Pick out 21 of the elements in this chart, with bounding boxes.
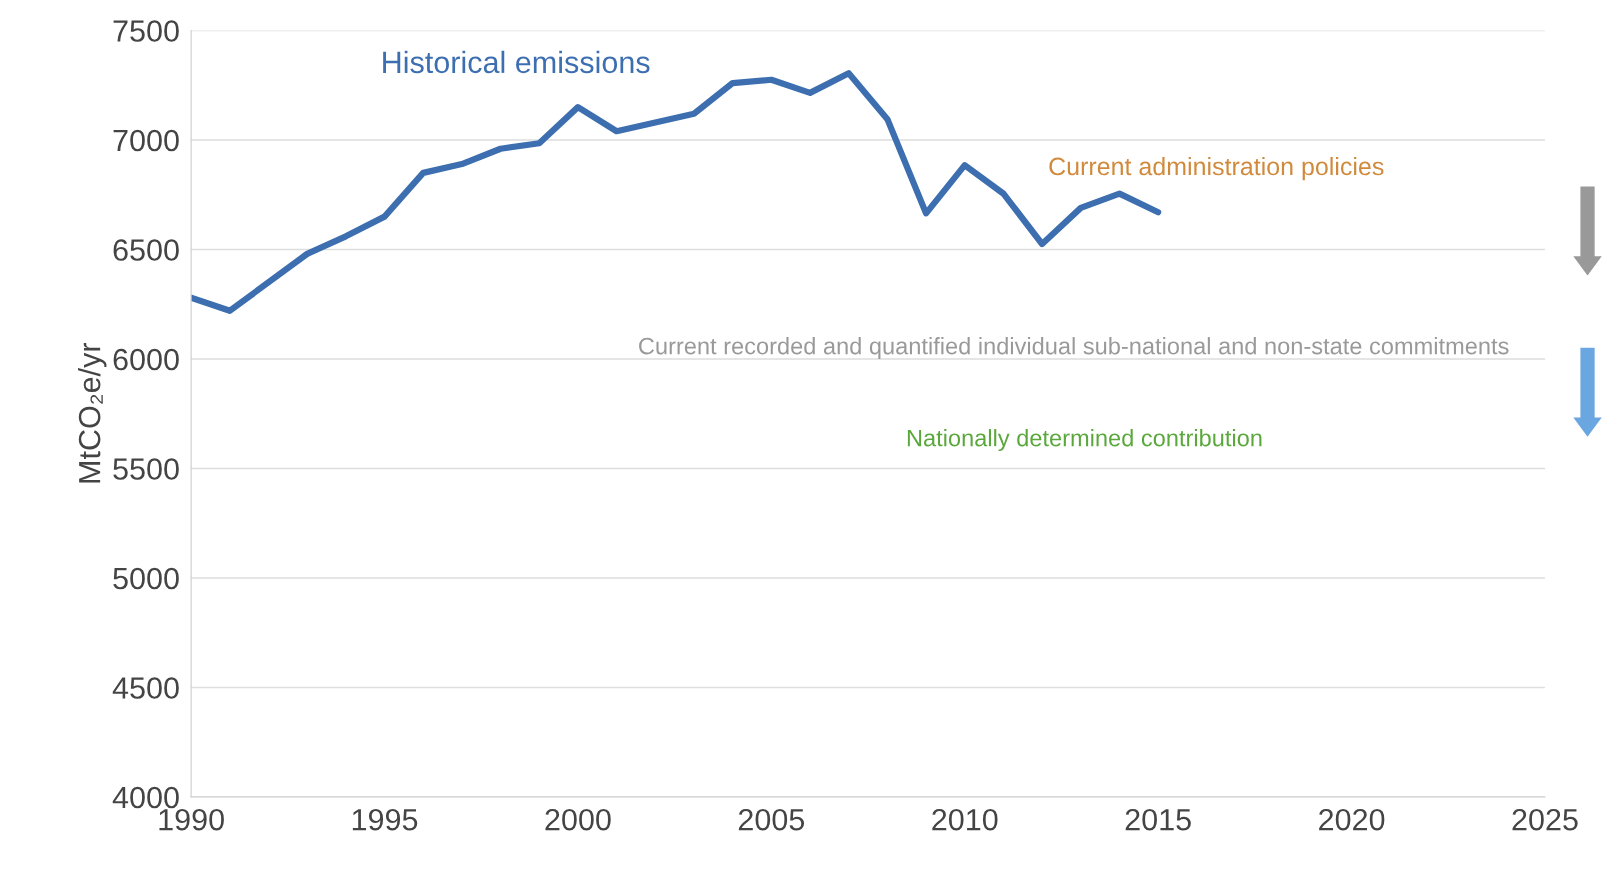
y-tick-label: 6500 <box>113 239 179 261</box>
annotation: Current recorded and quantified individual sub-national and non-state commitments <box>639 337 1509 360</box>
series-label: Historical emissions <box>383 50 650 74</box>
x-tick-label: 2010 <box>932 808 998 831</box>
y-tick-label: 6000 <box>113 348 179 371</box>
y-axis-title: MtCO₂e/yr <box>78 342 107 483</box>
y-tick-label: 4000 <box>112 786 179 809</box>
x-tick-label: 2020 <box>1319 808 1385 831</box>
annotation: Nationally determined contribution <box>907 429 1262 452</box>
x-tick-label: 2015 <box>1125 808 1191 831</box>
annotation: Current administration policies <box>1049 156 1384 181</box>
y-tick-label: 4500 <box>112 677 179 699</box>
x-tick-label: 1995 <box>352 808 418 831</box>
y-tick-label: 5500 <box>113 458 179 480</box>
x-tick-label: 1990 <box>159 808 224 831</box>
y-tick-label: 5000 <box>113 567 179 590</box>
y-tick-label: 7000 <box>113 129 179 152</box>
x-tick-label: 2000 <box>545 808 611 831</box>
x-tick-label: 2025 <box>1512 808 1578 831</box>
y-tick-label: 7500 <box>113 20 179 42</box>
x-tick-label: 2005 <box>738 808 805 831</box>
